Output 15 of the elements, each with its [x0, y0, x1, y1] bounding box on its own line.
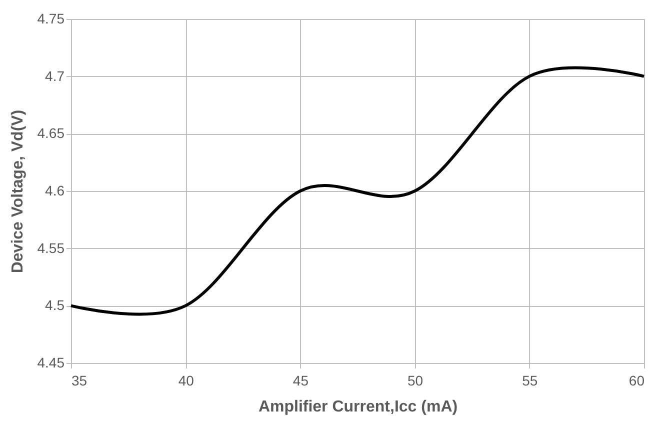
x-tick-label: 40 — [178, 372, 194, 388]
x-tick-label: 50 — [408, 372, 424, 388]
x-axis-title: Amplifier Current,Icc (mA) — [258, 398, 458, 416]
y-tick-label: 4.7 — [45, 68, 65, 84]
y-tick-label: 4.65 — [37, 125, 65, 142]
y-axis-title: Device Voltage, Vd(V) — [9, 110, 26, 274]
y-tick-label: 4.45 — [37, 354, 65, 370]
y-tick-label: 4.5 — [45, 297, 65, 314]
x-tick-label: 45 — [292, 372, 309, 388]
x-tick-label: 60 — [628, 372, 645, 388]
x-tick-label: 55 — [522, 372, 538, 388]
x-tick-label: 35 — [72, 372, 88, 388]
y-tick-label: 4.75 — [37, 10, 65, 26]
y-tick-label: 4.55 — [37, 240, 65, 256]
y-tick-label: 4.6 — [45, 182, 65, 198]
